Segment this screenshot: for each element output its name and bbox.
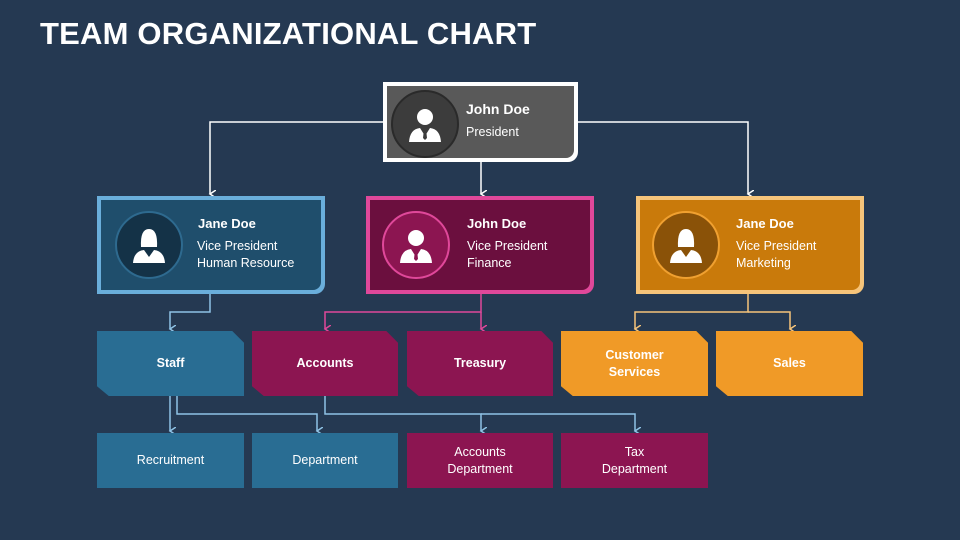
vp-card-finance[interactable]: John Doe Vice President Finance [366,196,594,294]
dept-accounts[interactable]: Accounts [252,331,398,396]
connector-accounts-accountsdept [324,396,481,431]
subdept-tax-department[interactable]: Tax Department [561,433,708,488]
man-avatar-icon [391,90,459,158]
connector-president-marketing [578,121,748,194]
dept-treasury[interactable]: Treasury [407,331,553,396]
connector-finance-accounts [325,294,482,329]
dept-sales[interactable]: Sales [716,331,863,396]
vp-dept: Human Resource [197,256,295,270]
vp-title: Vice President [197,239,278,253]
vp-dept: Finance [467,256,512,270]
woman-avatar-icon [652,211,720,279]
man-avatar-icon [382,211,450,279]
vp-role: Vice President Finance [467,238,547,272]
president-name: John Doe [466,101,530,117]
vp-title: Vice President [467,239,548,253]
connector-staff-department [176,396,317,431]
page-title: TEAM ORGANIZATIONAL CHART [40,16,537,51]
vp-role: Vice President Marketing [736,238,816,272]
vp-role: Vice President Human Resource [197,238,294,272]
connector-accounts-tax [481,413,635,431]
vp-name: John Doe [467,216,527,231]
dept-staff[interactable]: Staff [97,331,244,396]
president-card[interactable]: John Doe President [383,82,578,162]
vp-card-hr[interactable]: Jane Doe Vice President Human Resource [97,196,325,294]
connector-president-hr [210,121,383,194]
vp-name: Jane Doe [198,216,256,231]
dept-customer-services[interactable]: Customer Services [561,331,708,396]
woman-avatar-icon [115,211,183,279]
vp-card-marketing[interactable]: Jane Doe Vice President Marketing [636,196,864,294]
vp-dept: Marketing [736,256,791,270]
connector-hr-staff [170,294,211,329]
subdept-recruitment[interactable]: Recruitment [97,433,244,488]
subdept-department[interactable]: Department [252,433,398,488]
connector-marketing-sales [748,311,790,329]
subdept-accounts-department[interactable]: Accounts Department [407,433,553,488]
vp-title: Vice President [736,239,817,253]
vp-name: Jane Doe [736,216,794,231]
president-role: President [466,125,519,139]
connector-marketing-customer [635,294,749,329]
